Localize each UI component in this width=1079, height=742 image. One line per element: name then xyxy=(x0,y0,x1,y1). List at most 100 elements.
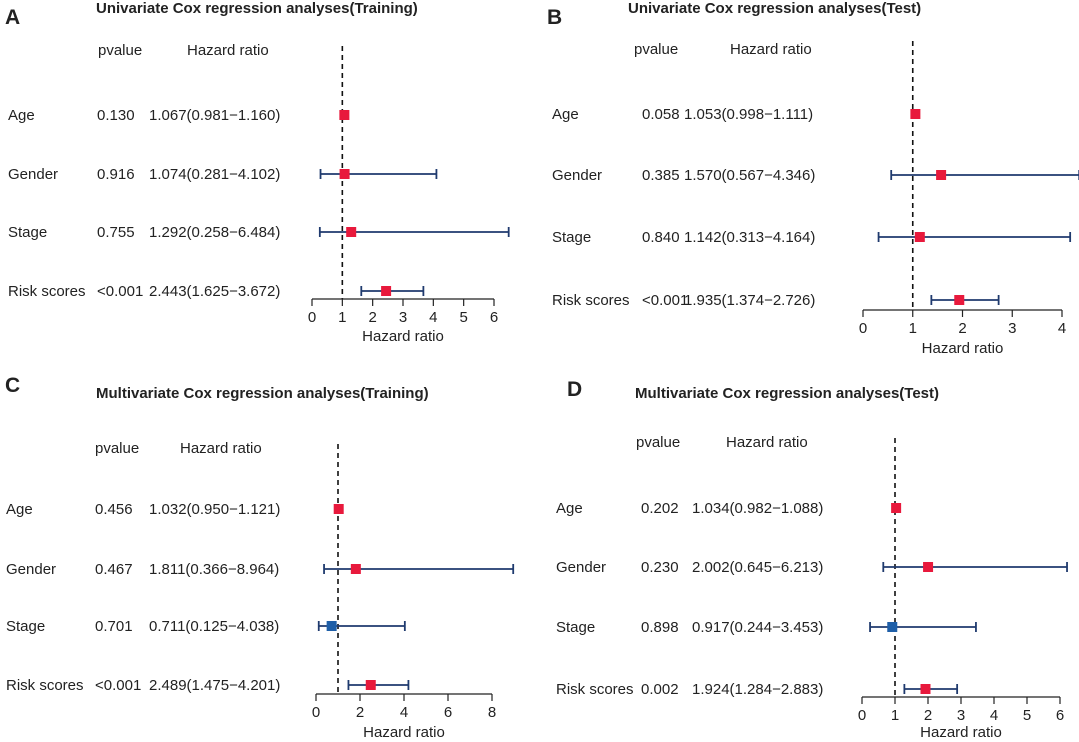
row-hazard-ratio-text: 1.142(0.313−4.164) xyxy=(684,229,815,246)
panel-label: A xyxy=(5,6,20,29)
row-hazard-ratio-text: 2.489(1.475−4.201) xyxy=(149,677,280,694)
row-pvalue: 0.058 xyxy=(642,106,680,123)
x-axis-title: Hazard ratio xyxy=(920,724,1002,741)
row-pvalue: 0.202 xyxy=(641,500,679,517)
hazard-ratio-marker xyxy=(923,562,934,572)
row-variable-label: Gender xyxy=(6,561,56,578)
row-hazard-ratio-text: 0.917(0.244−3.453) xyxy=(692,619,823,636)
x-tick-label: 4 xyxy=(990,707,998,724)
forest-panel-d: D Multivariate Cox regression analyses(Te… xyxy=(556,378,1068,741)
x-tick-label: 0 xyxy=(858,707,866,724)
x-tick-label: 3 xyxy=(399,309,407,326)
row-variable-label: Stage xyxy=(8,224,47,241)
hazard-ratio-marker xyxy=(914,232,925,242)
row-hazard-ratio-text: 2.002(0.645−6.213) xyxy=(692,559,823,576)
x-tick-label: 3 xyxy=(957,707,965,724)
hazard-ratio-marker xyxy=(346,227,357,237)
row-variable-label: Risk scores xyxy=(8,283,86,300)
hazard-ratio-marker xyxy=(891,503,902,513)
row-hazard-ratio-text: 1.074(0.281−4.102) xyxy=(149,166,280,183)
panel-title: Univariate Cox regression analyses(Train… xyxy=(96,0,418,17)
panel-label: C xyxy=(5,374,20,397)
row-hazard-ratio-text: 1.032(0.950−1.121) xyxy=(149,501,280,518)
row-variable-label: Stage xyxy=(6,618,45,635)
x-tick-label: 0 xyxy=(308,309,316,326)
x-tick-label: 3 xyxy=(1008,320,1016,337)
x-tick-label: 4 xyxy=(400,704,408,721)
row-pvalue: 0.456 xyxy=(95,501,133,518)
hazard-ratio-marker xyxy=(936,170,947,180)
row-hazard-ratio-text: 1.924(1.284−2.883) xyxy=(692,681,823,698)
row-variable-label: Age xyxy=(552,106,579,123)
x-tick-label: 4 xyxy=(429,309,437,326)
x-tick-label: 4 xyxy=(1058,320,1066,337)
row-pvalue: 0.916 xyxy=(97,166,135,183)
row-variable-label: Age xyxy=(556,500,583,517)
row-hazard-ratio-text: 0.711(0.125−4.038) xyxy=(149,618,279,635)
x-tick-label: 1 xyxy=(338,309,346,326)
row-variable-label: Gender xyxy=(8,166,58,183)
row-hazard-ratio-text: 1.811(0.366−8.964) xyxy=(149,561,279,578)
x-axis-title: Hazard ratio xyxy=(363,724,445,741)
row-pvalue: 0.898 xyxy=(641,619,679,636)
row-variable-label: Risk scores xyxy=(556,681,634,698)
x-tick-label: 8 xyxy=(488,704,496,721)
row-variable-label: Gender xyxy=(552,167,602,184)
panel-label: B xyxy=(547,6,562,29)
x-tick-label: 5 xyxy=(1023,707,1031,724)
panel-label: D xyxy=(567,378,582,401)
pvalue-column-header: pvalue xyxy=(634,41,678,58)
hazard-ratio-column-header: Hazard ratio xyxy=(180,440,262,457)
row-hazard-ratio-text: 1.067(0.981−1.160) xyxy=(149,107,280,124)
hazard-ratio-marker xyxy=(910,109,921,119)
hazard-ratio-marker xyxy=(365,680,376,690)
hazard-ratio-marker xyxy=(339,169,350,179)
hazard-ratio-column-header: Hazard ratio xyxy=(187,42,269,59)
row-pvalue: <0.001 xyxy=(642,292,688,309)
row-pvalue: 0.701 xyxy=(95,618,133,635)
forest-panel-a: A Univariate Cox regression analyses(Trai… xyxy=(5,0,510,345)
x-axis-title: Hazard ratio xyxy=(362,328,444,345)
row-pvalue: 0.467 xyxy=(95,561,133,578)
hazard-ratio-marker xyxy=(887,622,898,632)
hazard-ratio-marker xyxy=(326,621,337,631)
pvalue-column-header: pvalue xyxy=(95,440,139,457)
hazard-ratio-marker xyxy=(333,504,344,514)
forest-panel-c: C Multivariate Cox regression analyses(Tr… xyxy=(5,374,515,741)
row-pvalue: 0.130 xyxy=(97,107,135,124)
x-tick-label: 2 xyxy=(924,707,932,724)
hazard-ratio-marker xyxy=(954,295,965,305)
row-variable-label: Gender xyxy=(556,559,606,576)
x-tick-label: 6 xyxy=(490,309,498,326)
x-tick-label: 1 xyxy=(891,707,899,724)
row-variable-label: Risk scores xyxy=(552,292,630,309)
row-variable-label: Stage xyxy=(556,619,595,636)
row-pvalue: <0.001 xyxy=(97,283,143,300)
x-tick-label: 2 xyxy=(356,704,364,721)
row-pvalue: 0.002 xyxy=(641,681,679,698)
panel-title: Multivariate Cox regression analyses(Tes… xyxy=(635,385,939,402)
row-hazard-ratio-text: 1.570(0.567−4.346) xyxy=(684,167,815,184)
row-pvalue: 0.755 xyxy=(97,224,135,241)
hazard-ratio-marker xyxy=(381,286,392,296)
x-tick-label: 6 xyxy=(1056,707,1064,724)
x-tick-label: 6 xyxy=(444,704,452,721)
row-variable-label: Risk scores xyxy=(6,677,84,694)
x-tick-label: 0 xyxy=(312,704,320,721)
row-variable-label: Stage xyxy=(552,229,591,246)
hazard-ratio-marker xyxy=(920,684,931,694)
row-hazard-ratio-text: 2.443(1.625−3.672) xyxy=(149,283,280,300)
panel-title: Univariate Cox regression analyses(Test) xyxy=(628,0,921,17)
x-tick-label: 2 xyxy=(368,309,376,326)
pvalue-column-header: pvalue xyxy=(636,434,680,451)
row-hazard-ratio-text: 1.034(0.982−1.088) xyxy=(692,500,823,517)
row-variable-label: Age xyxy=(6,501,33,518)
row-hazard-ratio-text: 1.292(0.258−6.484) xyxy=(149,224,280,241)
x-axis-title: Hazard ratio xyxy=(922,340,1004,357)
row-pvalue: 0.840 xyxy=(642,229,680,246)
row-variable-label: Age xyxy=(8,107,35,124)
hazard-ratio-column-header: Hazard ratio xyxy=(730,41,812,58)
hazard-ratio-marker xyxy=(339,110,350,120)
x-tick-label: 2 xyxy=(958,320,966,337)
